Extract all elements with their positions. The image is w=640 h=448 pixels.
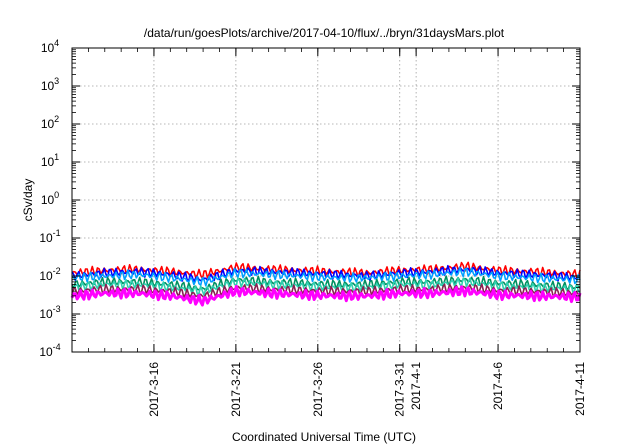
y-axis-ticks: 10-4 10-3 10-2 10-1 100 101 102 103 104 [39,38,580,359]
x-tick-label: 2017-4-6 [491,362,505,410]
x-tick-label: 2017-3-21 [229,362,243,417]
chart-title: /data/run/goesPlots/archive/2017-04-10/f… [144,26,505,40]
y-axis-label: cSv/day [21,179,35,222]
y-tick-label: 101 [41,152,59,169]
grid-lines [72,48,580,352]
x-tick-label: 2017-3-16 [147,362,161,417]
y-tick-label: 102 [41,114,59,131]
y-tick-label: 10-1 [39,228,60,245]
series-line [71,277,581,297]
x-tick-label: 2017-3-31 [393,362,407,417]
y-tick-label: 104 [41,38,59,55]
series-line [71,261,581,280]
y-tick-label: 103 [41,76,59,93]
x-axis-label: Coordinated Universal Time (UTC) [232,430,416,444]
series-line [71,266,581,287]
y-tick-label: 10-3 [39,304,60,321]
y-tick-label: 10-4 [39,342,60,359]
y-tick-label: 10-2 [39,266,60,283]
data-series [70,261,582,307]
y-tick-label: 100 [41,190,59,207]
x-axis-ticks: 2017-3-16 2017-3-21 2017-3-26 2017-3-31 2017… [71,48,587,417]
x-tick-label: 2017-3-26 [311,362,325,417]
x-tick-label: 2017-4-1 [409,362,423,410]
series-line [70,284,582,307]
x-tick-label: 2017-4-11 [573,362,587,416]
